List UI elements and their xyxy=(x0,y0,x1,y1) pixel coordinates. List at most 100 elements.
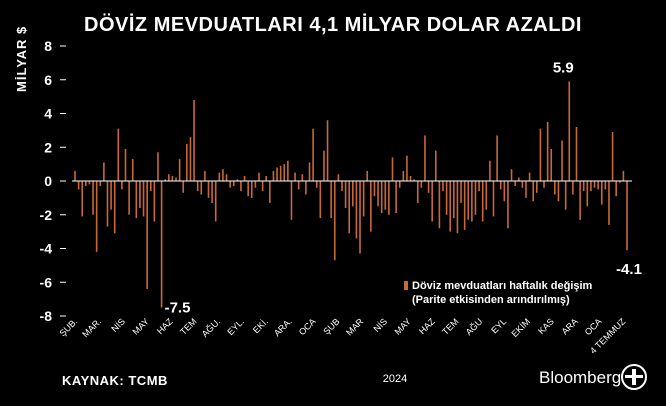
bar xyxy=(460,181,462,203)
bar xyxy=(330,181,332,219)
bar xyxy=(294,172,296,181)
bar xyxy=(337,174,340,181)
bar xyxy=(442,181,444,192)
bar xyxy=(240,181,242,192)
bar xyxy=(74,170,76,181)
bar xyxy=(85,181,87,187)
bar xyxy=(153,181,156,222)
x-tick-label: TEM xyxy=(178,316,199,337)
y-tick-label: 6 xyxy=(44,72,52,88)
bar xyxy=(388,181,390,215)
bar xyxy=(326,120,329,181)
bar xyxy=(398,181,401,188)
legend: Döviz mevduatları haftalık değişim (Parit… xyxy=(404,280,593,306)
bar xyxy=(142,181,145,217)
x-tick-label: EYL. xyxy=(225,316,246,337)
bar xyxy=(99,181,102,187)
bar xyxy=(236,179,239,181)
bar xyxy=(348,181,350,234)
bar xyxy=(489,160,491,181)
bar xyxy=(287,160,289,181)
bar xyxy=(521,181,524,188)
bar xyxy=(449,181,452,232)
brand-logo-text: Bloomberg xyxy=(539,368,622,387)
x-tick-label: ARA xyxy=(560,316,580,336)
bar xyxy=(254,181,257,188)
y-tick-label: 8 xyxy=(44,38,52,54)
bar xyxy=(456,181,459,234)
bar xyxy=(279,165,282,181)
x-tick-label: ARA. xyxy=(272,316,294,338)
bar xyxy=(492,181,495,217)
bar xyxy=(366,170,369,181)
bar xyxy=(261,181,264,192)
bar xyxy=(554,181,556,195)
bar xyxy=(258,172,260,181)
x-tick-label: NİS xyxy=(371,316,389,334)
x-tick-label: ŞUB xyxy=(321,316,341,336)
bar xyxy=(543,181,545,188)
bar xyxy=(532,181,534,202)
bar xyxy=(525,181,527,198)
bar xyxy=(110,181,112,210)
bar xyxy=(315,181,318,188)
bar xyxy=(157,152,159,181)
bar xyxy=(196,181,199,192)
bar xyxy=(402,170,405,181)
y-tick-label: 4 xyxy=(44,106,52,122)
bar xyxy=(359,181,361,254)
bar xyxy=(373,181,376,197)
bar xyxy=(370,181,372,232)
bar xyxy=(608,181,610,225)
bar xyxy=(131,159,134,181)
legend-label: Döviz mevduatları haftalık değişim xyxy=(412,280,593,292)
bar xyxy=(384,181,387,210)
bar xyxy=(352,181,354,207)
x-tick-label: MAR xyxy=(344,316,366,338)
bar xyxy=(139,181,141,208)
bar xyxy=(200,181,203,195)
bar xyxy=(626,181,628,251)
x-tick-label: NİS xyxy=(109,316,127,334)
data-annotation: -7.5 xyxy=(165,300,191,317)
x-tick-label: AĞU. xyxy=(200,316,223,339)
bar xyxy=(413,179,415,181)
bar xyxy=(380,181,383,214)
bar xyxy=(95,181,98,252)
bar xyxy=(406,155,408,181)
bar xyxy=(438,181,441,229)
x-tick-label: EKİ. xyxy=(251,316,270,335)
x-tick-label: TEM xyxy=(440,316,461,337)
bar xyxy=(225,174,228,181)
bar xyxy=(297,181,300,190)
bar xyxy=(395,181,397,214)
bar xyxy=(467,181,470,220)
bar xyxy=(474,181,477,215)
bar xyxy=(611,132,614,181)
bar xyxy=(92,181,94,215)
bar xyxy=(561,140,563,181)
bar xyxy=(265,175,268,181)
bar xyxy=(178,159,181,181)
bar xyxy=(171,175,174,181)
bar xyxy=(539,128,542,181)
y-tick-label: 0 xyxy=(44,173,52,189)
bar xyxy=(391,157,394,181)
bar xyxy=(481,181,484,222)
legend-sublabel: (Parite etkisinden arındırılmış) xyxy=(412,294,570,306)
x-tick-label: MAR. xyxy=(80,316,103,339)
x-tick-label: EKİM xyxy=(509,316,532,339)
bar xyxy=(344,181,347,208)
bar xyxy=(536,181,538,193)
bar xyxy=(135,181,138,219)
bar xyxy=(517,177,520,181)
bar xyxy=(308,162,311,181)
bar xyxy=(160,181,163,308)
bar xyxy=(312,128,314,181)
bar xyxy=(424,135,426,181)
source-label: KAYNAK: TCMB xyxy=(62,373,168,388)
bar xyxy=(250,181,253,198)
bar xyxy=(175,177,177,181)
bar xyxy=(445,181,448,215)
